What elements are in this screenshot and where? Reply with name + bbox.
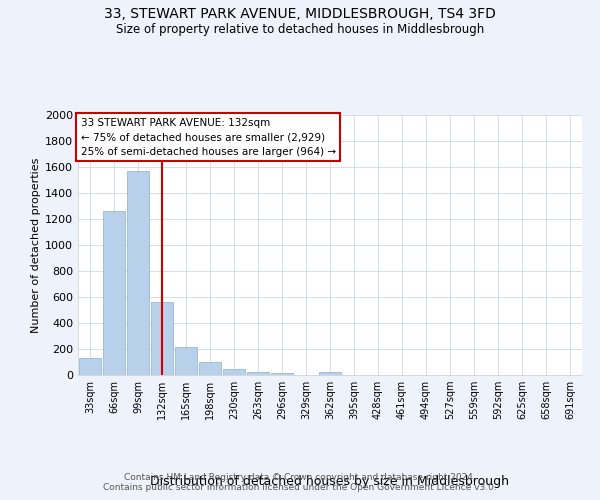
Bar [79,358,101,375]
Text: 33 STEWART PARK AVENUE: 132sqm
← 75% of detached houses are smaller (2,929)
25% : 33 STEWART PARK AVENUE: 132sqm ← 75% of … [80,118,335,157]
Bar [127,171,149,375]
Bar [247,372,269,375]
Bar [151,302,173,375]
Bar [319,372,341,375]
Text: Size of property relative to detached houses in Middlesbrough: Size of property relative to detached ho… [116,22,484,36]
Bar [223,368,245,375]
Bar [103,210,125,375]
Y-axis label: Number of detached properties: Number of detached properties [31,158,41,332]
Bar [199,362,221,375]
Text: Contains HM Land Registry data © Crown copyright and database right 2024.
Contai: Contains HM Land Registry data © Crown c… [103,473,497,492]
Bar [175,347,197,375]
Text: 33, STEWART PARK AVENUE, MIDDLESBROUGH, TS4 3FD: 33, STEWART PARK AVENUE, MIDDLESBROUGH, … [104,8,496,22]
Bar [271,373,293,375]
X-axis label: Distribution of detached houses by size in Middlesbrough: Distribution of detached houses by size … [151,475,509,488]
